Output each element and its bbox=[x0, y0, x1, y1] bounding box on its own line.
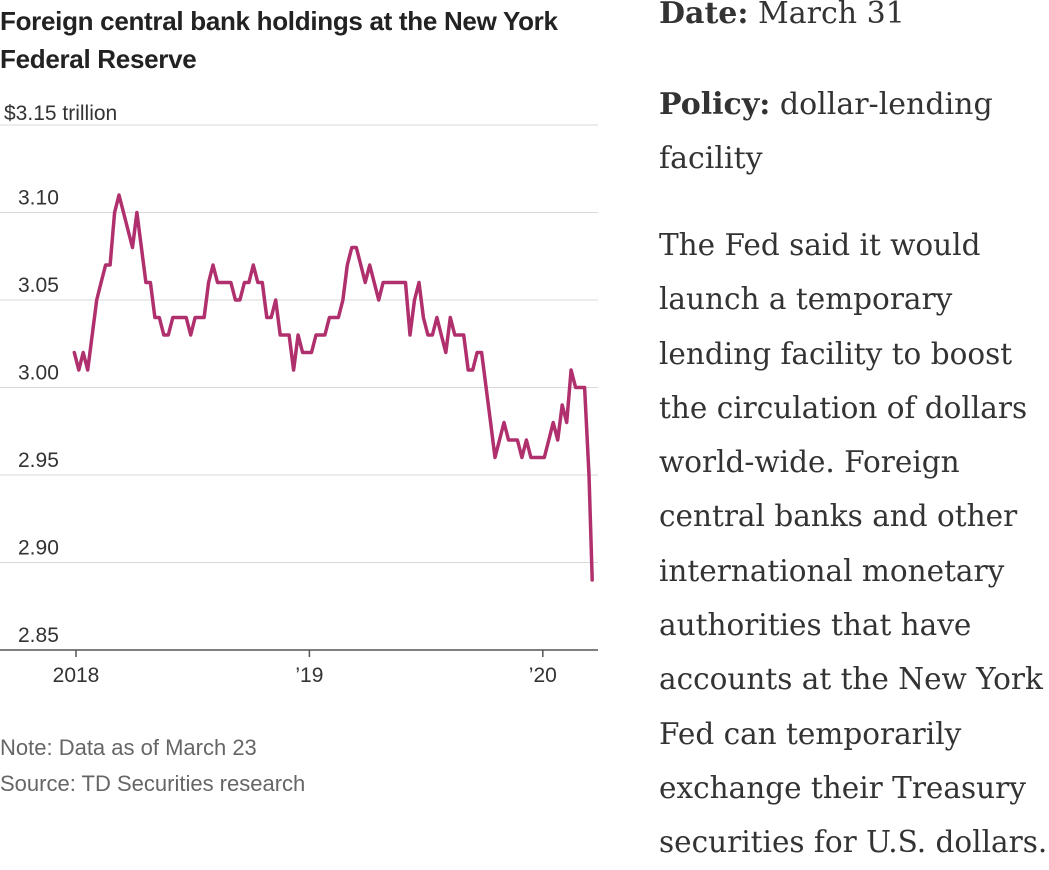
y-tick-label: 2.95 bbox=[18, 449, 59, 472]
policy-label: Policy: bbox=[659, 87, 771, 122]
chart-source: Source: TD Securities research bbox=[0, 771, 306, 796]
x-tick-label: ’20 bbox=[529, 664, 557, 687]
date-value: March 31 bbox=[758, 0, 905, 31]
y-tick-label: 3.10 bbox=[18, 187, 59, 210]
y-tick-label: 2.85 bbox=[18, 624, 59, 647]
line-chart: 3.10 3.05 3.00 2.95 2.90 2.85 2018 ’19 ’20 $3.1… bbox=[0, 102, 598, 687]
y-tick-label: 3.00 bbox=[18, 362, 59, 385]
y-tick-label: 3.05 bbox=[18, 274, 59, 297]
chart-title: Foreign central bank holdings at the New… bbox=[0, 6, 558, 74]
x-tick-label: ’19 bbox=[295, 664, 323, 687]
x-tick-label: 2018 bbox=[53, 664, 100, 687]
chart-note: Note: Data as of March 23 bbox=[0, 735, 257, 760]
chart-grid bbox=[0, 124, 598, 651]
y-tick-label: 2.90 bbox=[18, 537, 59, 560]
policy-line: Policy: dollar-lending facility bbox=[659, 78, 1049, 186]
series-line bbox=[72, 193, 594, 582]
date-label: Date: bbox=[659, 0, 749, 31]
x-axis-ticks: 2018 ’19 ’20 bbox=[53, 650, 557, 687]
chart-notes: Note: Data as of March 23 Source: TD Sec… bbox=[0, 730, 305, 802]
policy-description: The Fed said it would launch a temporary… bbox=[659, 228, 1048, 860]
y-axis-top-label: $3.15 trillion bbox=[4, 102, 117, 125]
policy-value: dollar-lending facility bbox=[659, 87, 993, 176]
date-line: Date: March 31 bbox=[659, 0, 905, 38]
y-axis-ticks: 3.10 3.05 3.00 2.95 2.90 2.85 bbox=[18, 187, 59, 648]
